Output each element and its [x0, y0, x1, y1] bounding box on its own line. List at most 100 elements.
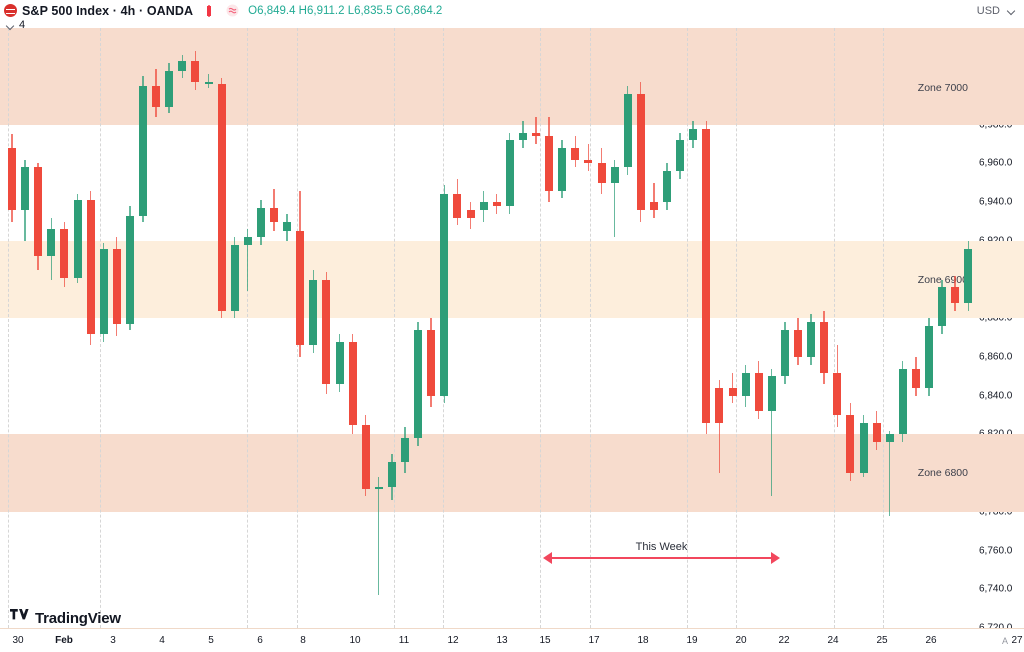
candle-body: [8, 148, 16, 210]
candle-body: [256, 208, 265, 238]
price-tick: 6,980.0: [979, 119, 1013, 131]
time-tick: 13: [496, 635, 508, 646]
candle-body: [270, 208, 278, 222]
candle-body: [453, 194, 462, 218]
candle-body: [925, 326, 933, 388]
candle-body: [702, 128, 711, 423]
indicator-row[interactable]: 4: [6, 19, 25, 31]
candle-body: [558, 148, 567, 191]
candle-body: [885, 434, 894, 443]
price-tick: 6,760.0: [979, 545, 1013, 557]
price-tick: 6,960.0: [979, 157, 1013, 169]
time-tick: 18: [637, 635, 649, 646]
gridline-vertical: [687, 28, 688, 628]
candle-wick: [653, 182, 655, 218]
currency-label: USD: [976, 4, 1000, 17]
candle-body: [112, 248, 121, 325]
gridline-vertical: [8, 28, 9, 628]
price-tick: 6,740.0: [979, 583, 1013, 595]
tradingview-watermark: TradingView: [10, 609, 121, 627]
candle-body: [689, 128, 698, 141]
auto-scale-button[interactable]: A: [1001, 636, 1008, 646]
annotation-label: This Week: [635, 541, 688, 553]
annotation-line: [550, 557, 773, 559]
candle-body: [361, 424, 370, 489]
candle-wick: [613, 159, 616, 238]
zone-label: Zone 6800: [917, 467, 968, 480]
time-tick: 27: [1011, 635, 1023, 646]
candle-body: [73, 200, 82, 278]
candle-body: [597, 163, 606, 183]
price-tick: 6,840.0: [979, 390, 1013, 402]
tradingview-logo-icon: [10, 609, 29, 627]
time-tick: 24: [827, 635, 839, 646]
candle-body: [780, 329, 789, 377]
chevron-down-icon[interactable]: [6, 21, 15, 30]
time-tick: 20: [735, 635, 747, 646]
time-tick: 3: [110, 635, 116, 646]
candle-body: [440, 194, 449, 396]
candle-body: [676, 140, 685, 172]
candle-body: [545, 136, 554, 191]
candlestick-icon[interactable]: [202, 4, 216, 18]
candle-body: [152, 86, 161, 108]
candle-body: [139, 86, 147, 216]
time-tick: 26: [925, 635, 937, 646]
price-tick: 6,880.0: [979, 312, 1013, 324]
time-tick: 5: [208, 635, 214, 646]
candle-body: [518, 132, 527, 141]
candle-wick: [378, 477, 380, 596]
candle-body: [401, 438, 409, 462]
gridline-vertical: [394, 28, 395, 628]
gridline-vertical: [540, 28, 541, 628]
averages-icon[interactable]: [225, 4, 239, 18]
currency-selector[interactable]: USD: [973, 3, 1020, 18]
candle-body: [427, 329, 436, 396]
candle-wick: [718, 380, 721, 474]
price-tick: 6,940.0: [979, 196, 1013, 208]
time-tick: 11: [398, 635, 410, 646]
time-tick: 25: [876, 635, 888, 646]
gridline-vertical: [736, 28, 737, 628]
annotation-arrowhead-left: [543, 551, 552, 564]
candle-body: [230, 244, 239, 311]
candle-body: [728, 388, 737, 396]
time-axis[interactable]: 30 Feb 3 4 5 6 8 10 11 12 13 15 17 18 19 20 22 24 25 26 27 A: [0, 628, 1024, 652]
gridline-vertical: [247, 28, 248, 628]
time-tick: Feb: [55, 635, 73, 646]
zone-label: Zone 6900: [917, 273, 968, 286]
candle-body: [479, 202, 488, 210]
chart-header: S&P 500 Index · 4h · OANDA O6,849.4 H6,9…: [0, 0, 1024, 18]
zone-label: Zone 7000: [917, 82, 968, 94]
axis-separator: [0, 628, 1024, 629]
candle-body: [610, 167, 619, 183]
price-tick: 6,860.0: [979, 351, 1013, 363]
candle-body: [754, 372, 763, 412]
chart-pane[interactable]: This Week: [0, 28, 975, 628]
candle-body: [964, 248, 973, 303]
candle-body: [767, 376, 776, 412]
price-tick: 6,780.0: [979, 506, 1013, 518]
candle-body: [859, 422, 868, 474]
candle-body: [898, 368, 907, 435]
candle-wick: [731, 372, 734, 404]
candle-body: [492, 202, 501, 207]
candle-body: [34, 167, 43, 257]
time-tick: 12: [447, 635, 459, 646]
candle-body: [833, 372, 842, 416]
indicator-count: 4: [19, 19, 26, 31]
symbol-title[interactable]: S&P 500 Index · 4h · OANDA: [22, 3, 194, 18]
candle-body: [283, 221, 292, 232]
gridline-vertical: [834, 28, 835, 628]
candle-wick: [207, 74, 210, 88]
candle-body: [571, 148, 580, 160]
candle-body: [21, 167, 30, 210]
gridline-vertical: [883, 28, 884, 628]
time-tick: 4: [159, 635, 165, 646]
candle-body: [178, 60, 187, 71]
candle-body: [335, 341, 344, 385]
candle-body: [204, 82, 213, 85]
time-tick: 10: [349, 635, 361, 646]
candle-body: [807, 322, 816, 358]
